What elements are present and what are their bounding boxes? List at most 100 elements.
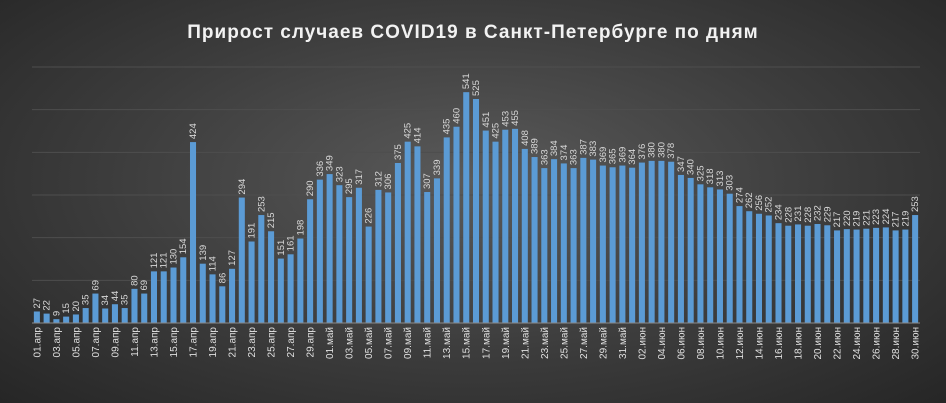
x-tick-label: 04.июн [657, 327, 668, 360]
data-label: 217 [891, 212, 902, 228]
data-label: 127 [227, 250, 238, 266]
bar [316, 179, 323, 323]
data-label: 252 [764, 197, 775, 213]
x-tick-label: 27.апр [286, 327, 297, 358]
x-tick-label: 29.апр [306, 327, 317, 358]
bar [668, 161, 675, 323]
bar [834, 230, 841, 323]
x-tick-label: 31.май [618, 327, 629, 359]
bar [72, 314, 79, 323]
bar [502, 129, 509, 323]
x-tick-label: 11.апр [130, 327, 141, 357]
x-tick-label: 18.июн [794, 327, 805, 360]
bar [560, 163, 567, 323]
data-label: 376 [637, 144, 648, 160]
bar [160, 271, 167, 323]
bar [716, 189, 723, 323]
bar [141, 293, 148, 323]
bar [882, 227, 889, 323]
data-label: 307 [422, 173, 433, 189]
x-tick-label: 16.июн [774, 327, 785, 360]
x-tick-label: 28.июн [891, 327, 902, 360]
data-label: 215 [266, 212, 277, 228]
data-label: 455 [510, 110, 521, 126]
bar [785, 225, 792, 323]
bar [492, 141, 499, 323]
bar [180, 257, 187, 323]
data-label: 380 [647, 142, 658, 158]
bar [365, 226, 372, 323]
bar [795, 224, 802, 323]
bar [219, 286, 226, 323]
data-label: 228 [803, 207, 814, 223]
data-label: 306 [383, 174, 394, 190]
data-label: 191 [247, 223, 258, 239]
data-label: 451 [481, 112, 492, 128]
data-label: 325 [695, 165, 706, 181]
x-tick-label: 27.май [579, 327, 590, 359]
bar [385, 192, 392, 323]
bar [902, 229, 909, 323]
data-label: 220 [842, 210, 853, 226]
bar [804, 225, 811, 323]
data-label: 364 [627, 149, 638, 165]
bar [346, 197, 353, 323]
data-label: 408 [520, 130, 531, 146]
data-label: 349 [325, 155, 336, 171]
data-label: 380 [656, 142, 667, 158]
bar [580, 157, 587, 323]
bar [746, 211, 753, 323]
bar [619, 165, 626, 323]
x-tick-label: 02.июн [637, 327, 648, 360]
bar [521, 148, 528, 323]
data-label: 312 [373, 171, 384, 187]
x-tick-label: 14.июн [754, 327, 765, 360]
data-label: 262 [744, 192, 755, 208]
bar [297, 238, 304, 323]
data-label: 130 [168, 249, 179, 265]
bar [394, 163, 401, 323]
bar [336, 185, 343, 323]
bar [433, 178, 440, 323]
data-label: 228 [783, 207, 794, 223]
x-tick-label: 20.июн [813, 327, 824, 360]
x-tick-layer: 01.апр 03.апр 05.апр 07.апр 09.апр 11.апр 13.а… [32, 327, 921, 360]
x-tick-label: 07.май [384, 327, 395, 359]
x-tick-label: 23.апр [247, 327, 258, 358]
bar [268, 231, 275, 323]
bar [609, 167, 616, 323]
bar [853, 229, 860, 323]
data-label: 231 [793, 206, 804, 222]
bar [326, 174, 333, 323]
data-label: 69 [90, 280, 101, 291]
bar [512, 128, 519, 323]
data-label: 27 [32, 298, 43, 309]
data-label: 219 [852, 211, 863, 227]
bar [414, 146, 421, 323]
data-label: 336 [315, 161, 326, 177]
data-label: 294 [237, 179, 248, 195]
data-label: 318 [705, 168, 716, 184]
data-label: 389 [530, 138, 541, 154]
data-label: 453 [500, 111, 511, 127]
bar [199, 263, 206, 323]
x-tick-label: 19.апр [208, 327, 219, 358]
data-label: 151 [276, 240, 287, 256]
data-label: 414 [412, 128, 423, 144]
bar [248, 241, 255, 323]
bar [43, 313, 50, 323]
bar [551, 159, 558, 323]
data-label: 139 [198, 245, 209, 261]
data-label: 198 [295, 220, 306, 236]
data-label: 232 [813, 205, 824, 221]
data-label: 541 [461, 73, 472, 89]
data-label: 121 [159, 253, 170, 269]
bar [287, 254, 294, 323]
data-label: 35 [81, 294, 92, 305]
x-tick-label: 29.май [598, 327, 609, 359]
bar [121, 308, 128, 323]
data-label: 69 [139, 280, 150, 291]
data-label: 86 [217, 273, 228, 284]
bar [307, 199, 314, 323]
bar [873, 227, 880, 323]
